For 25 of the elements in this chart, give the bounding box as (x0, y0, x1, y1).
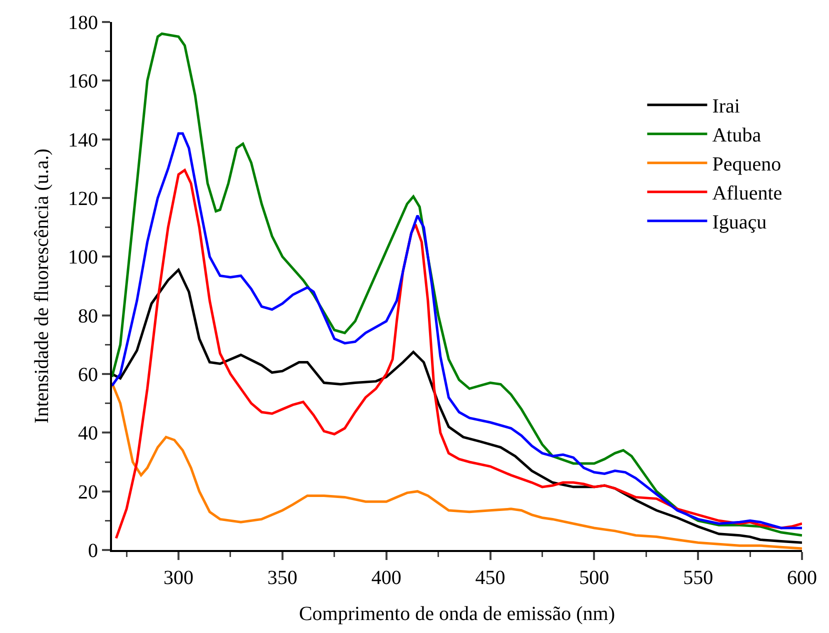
y-tick-label: 40 (78, 422, 98, 445)
y-axis-title: Intensidade de fluorescência (u.a.) (31, 148, 53, 424)
legend-label: Iguaçu (712, 212, 767, 234)
y-tick-label: 160 (68, 70, 98, 93)
y-tick-label: 0 (88, 540, 98, 562)
x-tick-label: 450 (475, 567, 506, 589)
legend-label: Afluente (712, 182, 782, 205)
x-tick-label: 500 (579, 567, 610, 589)
legend-label: Atuba (712, 124, 762, 147)
x-axis-title: Comprimento de onda de emissão (nm) (298, 603, 616, 625)
x-tick-label: 300 (164, 567, 194, 589)
y-tick-label: 120 (68, 188, 98, 210)
line-series (112, 32, 802, 537)
y-tick-label: 60 (78, 364, 98, 386)
y-tick-label: 80 (78, 305, 98, 328)
x-tick-label: 400 (371, 567, 402, 589)
y-tick-label: 20 (78, 481, 98, 504)
x-tick-label: 550 (683, 567, 714, 589)
y-tick-label: 100 (68, 246, 98, 269)
legend-label: Irai (712, 96, 740, 118)
y-tick-label: 180 (68, 12, 98, 34)
x-tick-label: 600 (787, 567, 817, 589)
legend-label: Pequeno (712, 154, 782, 176)
x-tick-label: 350 (267, 567, 298, 589)
y-tick-label: 140 (68, 129, 98, 152)
